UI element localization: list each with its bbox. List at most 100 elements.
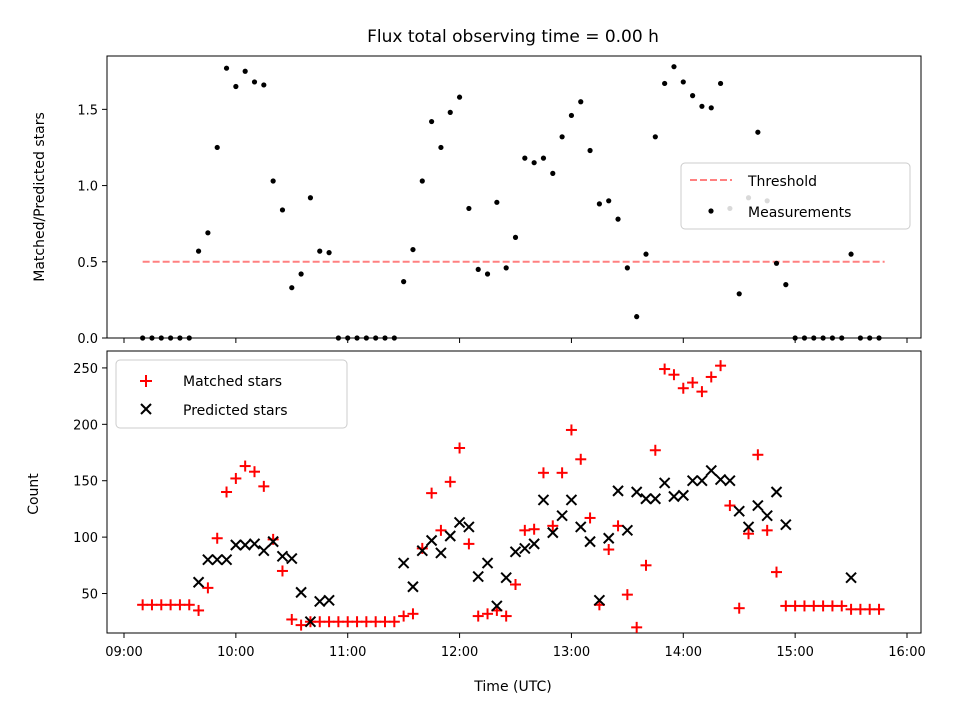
measurement-point [606, 198, 612, 204]
matched-star-point [873, 603, 885, 615]
predicted-stars-points [192, 464, 857, 628]
predicted-star-point [276, 550, 289, 563]
matched-star-point [398, 610, 410, 622]
measurement-point [773, 260, 780, 266]
matched-star-point [332, 616, 344, 628]
measurement-point [419, 178, 425, 184]
measurement-point [270, 178, 276, 184]
matched-star-point [537, 467, 549, 479]
matched-star-point [174, 599, 186, 611]
measurement-point [233, 83, 239, 90]
measurement-point [568, 112, 575, 119]
matched-star-point [817, 600, 829, 612]
matched-star-point [510, 578, 521, 590]
measurement-point [820, 335, 826, 341]
measurement-point [261, 82, 267, 88]
measurement-point [671, 64, 677, 70]
matched-star-point [323, 616, 335, 628]
measurement-point [876, 335, 882, 341]
matched-star-point [379, 616, 391, 628]
matched-star-point [183, 599, 195, 611]
predicted-star-point [528, 538, 540, 550]
legend-matched-label: Matched stars [183, 374, 282, 390]
matched-star-point [454, 442, 466, 454]
measurement-point [867, 335, 873, 341]
measurement-point [391, 335, 397, 341]
predicted-star-point [267, 535, 279, 548]
matched-star-point [286, 613, 298, 625]
predicted-star-point [230, 539, 242, 551]
matched-star-point [575, 453, 587, 465]
predicted-star-point [500, 572, 512, 584]
measurement-point [279, 207, 286, 213]
top-y-tick-label: 0.0 [77, 332, 98, 347]
predicted-star-point [192, 576, 205, 588]
predicted-star-point [258, 544, 270, 557]
x-tick-label: 16:00 [888, 645, 925, 660]
predicted-star-point [425, 534, 438, 547]
measurement-point [345, 335, 351, 341]
predicted-star-point [286, 552, 298, 565]
matched-star-point [314, 616, 326, 628]
matched-star-point [752, 449, 764, 461]
measurement-point [801, 335, 808, 341]
matched-star-point [388, 616, 400, 628]
matched-star-point [612, 520, 624, 532]
matched-star-point [407, 608, 419, 620]
measurement-points [140, 64, 882, 341]
predicted-star-point [304, 616, 317, 628]
matched-star-point [519, 524, 531, 536]
legend-measurements-label: Measurements [748, 205, 851, 221]
predicted-star-point [220, 553, 233, 566]
top-y-axis-label: Matched/Predicted stars [32, 112, 48, 282]
measurement-point [699, 103, 705, 109]
matched-star-point [435, 524, 447, 536]
measurement-point [401, 279, 407, 285]
matched-star-point [631, 621, 643, 633]
measurement-point [717, 80, 724, 87]
predicted-star-point [705, 464, 717, 477]
measurement-point [522, 155, 528, 161]
matched-star-point [146, 599, 158, 611]
matched-star-point [733, 602, 745, 614]
measurement-point [298, 271, 304, 277]
bottom-y-tick-label: 100 [73, 531, 98, 546]
measurement-point [755, 129, 761, 135]
matched-star-point [864, 603, 876, 615]
matched-star-point [854, 603, 866, 615]
legend-matched-swatch [140, 375, 152, 387]
predicted-star-point [463, 521, 475, 533]
matched-star-point [687, 377, 699, 389]
measurement-point [373, 335, 379, 341]
measurement-point [205, 230, 211, 236]
top-legend: Threshold Measurements [680, 162, 911, 230]
predicted-star-point [770, 486, 783, 498]
measurement-point [410, 246, 416, 253]
measurement-point [811, 335, 817, 341]
measurement-point [177, 335, 183, 341]
measurement-point [363, 335, 369, 341]
measurement-point [140, 335, 146, 341]
matched-star-point [715, 360, 727, 372]
predicted-star-point [472, 570, 484, 583]
legend-threshold-label: Threshold [747, 174, 817, 190]
measurement-point [550, 170, 556, 176]
matched-star-point [472, 610, 484, 622]
matched-star-point [342, 616, 354, 628]
measurement-point [466, 205, 472, 212]
bottom-y-tick-label: 200 [73, 418, 98, 433]
predicted-star-point [202, 553, 214, 566]
x-tick-label: 12:00 [441, 645, 478, 660]
measurement-point [335, 335, 341, 341]
measurement-point [540, 155, 547, 161]
x-tick-label: 15:00 [776, 645, 813, 660]
matched-star-point [845, 603, 857, 615]
predicted-star-point [658, 477, 671, 489]
matched-star-point [659, 363, 671, 375]
predicted-star-point [556, 509, 568, 522]
predicted-star-point [621, 524, 634, 537]
measurement-point [615, 216, 621, 222]
bottom-y-tick-label: 150 [73, 475, 98, 490]
predicted-star-point [649, 493, 662, 505]
measurement-point [223, 65, 230, 71]
